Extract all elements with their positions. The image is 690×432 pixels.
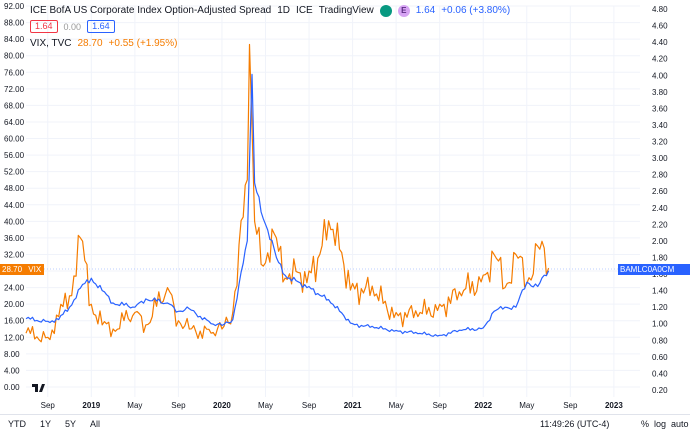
right-axis-tick: 2.00 bbox=[652, 237, 668, 246]
left-axis-tick: 72.00 bbox=[4, 85, 25, 94]
legend-exchange: ICE bbox=[296, 5, 313, 16]
time-axis-tick: 2022 bbox=[474, 401, 492, 410]
time-axis-tick: Sep bbox=[302, 401, 317, 410]
time-axis-tick: Sep bbox=[41, 401, 56, 410]
right-axis-tick: 1.80 bbox=[652, 253, 668, 262]
vix-legend-value: 28.70 bbox=[78, 38, 103, 49]
left-axis-tick: 76.00 bbox=[4, 68, 25, 77]
time-axis-tick: May bbox=[519, 401, 534, 410]
left-price-axis: 92.00 88.00 84.00 80.00 76.00 72.00 68.00 64.00… bbox=[4, 2, 25, 392]
tradingview-logo-icon bbox=[32, 384, 45, 392]
right-price-tag: BAMLC0A0CM 1.64 bbox=[618, 264, 690, 275]
right-axis-tick: 1.40 bbox=[652, 287, 668, 296]
earnings-e-icon[interactable]: E bbox=[398, 5, 410, 17]
right-axis-tick: 0.20 bbox=[652, 386, 668, 395]
oas-series-line bbox=[26, 74, 549, 336]
clock-timezone[interactable]: 11:49:26 (UTC-4) bbox=[540, 419, 609, 429]
right-tag-symbol: BAMLC0A0CM bbox=[620, 265, 674, 274]
right-axis-tick: 1.20 bbox=[652, 303, 668, 312]
left-axis-tick: 60.00 bbox=[4, 135, 25, 144]
right-axis-tick: 3.40 bbox=[652, 121, 668, 130]
chart-grid bbox=[26, 6, 640, 397]
left-axis-tick: 0.00 bbox=[4, 383, 20, 392]
series-path bbox=[26, 74, 549, 336]
percent-scale-toggle[interactable]: % bbox=[641, 419, 649, 429]
time-axis-tick: 2019 bbox=[82, 401, 100, 410]
range-5y-button[interactable]: 5Y bbox=[65, 419, 76, 429]
range-ytd-button[interactable]: YTD bbox=[8, 419, 26, 429]
right-axis-tick: 4.40 bbox=[652, 38, 668, 47]
right-axis-tick: 1.00 bbox=[652, 320, 668, 329]
left-axis-tick: 24.00 bbox=[4, 284, 25, 293]
right-axis-tick: 2.40 bbox=[652, 204, 668, 213]
left-axis-tick: 36.00 bbox=[4, 234, 25, 243]
right-axis-tick: 2.60 bbox=[652, 187, 668, 196]
left-axis-tick: 84.00 bbox=[4, 35, 25, 44]
left-tag-value: 28.70 bbox=[2, 265, 22, 274]
time-axis-tick: May bbox=[389, 401, 404, 410]
left-axis-tick: 64.00 bbox=[4, 118, 25, 127]
right-axis-tick: 0.40 bbox=[652, 369, 668, 378]
log-scale-toggle[interactable]: log bbox=[654, 419, 666, 429]
left-axis-tick: 8.00 bbox=[4, 350, 20, 359]
time-axis-tick: Sep bbox=[171, 401, 186, 410]
right-axis-tick: 4.60 bbox=[652, 22, 668, 31]
right-axis-tick: 3.60 bbox=[652, 104, 668, 113]
time-axis-tick: 2021 bbox=[344, 401, 362, 410]
range-1y-button[interactable]: 1Y bbox=[40, 419, 51, 429]
time-axis: Sep 2019 May Sep 2020 May Sep 2021 May Sep 2022 May… bbox=[41, 401, 624, 410]
time-axis-tick: 2023 bbox=[605, 401, 623, 410]
time-axis-tick: Sep bbox=[563, 401, 578, 410]
time-axis-tick: May bbox=[258, 401, 273, 410]
vix-legend-label[interactable]: VIX, TVC bbox=[30, 38, 72, 49]
bottom-toolbar: YTD 1Y 5Y All 11:49:26 (UTC-4) % log aut… bbox=[0, 414, 690, 432]
time-axis-tick: Sep bbox=[433, 401, 448, 410]
right-axis-tick: 0.60 bbox=[652, 353, 668, 362]
left-axis-tick: 32.00 bbox=[4, 250, 25, 259]
time-axis-tick: May bbox=[127, 401, 142, 410]
right-tag-value: 1.64 bbox=[624, 276, 640, 285]
right-axis-tick: 4.20 bbox=[652, 55, 668, 64]
left-axis-tick: 40.00 bbox=[4, 217, 25, 226]
left-axis-tick: 48.00 bbox=[4, 184, 25, 193]
auto-scale-toggle[interactable]: auto bbox=[671, 419, 689, 429]
legend-last-value: 1.64 bbox=[416, 5, 435, 16]
chart-legend: ICE BofA US Corporate Index Option-Adjus… bbox=[30, 4, 510, 50]
right-axis-tick: 2.20 bbox=[652, 220, 668, 229]
left-axis-tick: 52.00 bbox=[4, 168, 25, 177]
spread-value: 0.00 bbox=[64, 22, 82, 32]
left-axis-tick: 44.00 bbox=[4, 201, 25, 210]
legend-brand: TradingView bbox=[319, 5, 374, 16]
right-axis-tick: 4.80 bbox=[652, 5, 668, 14]
vix-legend-change: +0.55 (+1.95%) bbox=[109, 38, 178, 49]
left-axis-tick: 12.00 bbox=[4, 333, 25, 342]
right-axis-tick: 2.80 bbox=[652, 171, 668, 180]
right-axis-tick: 0.80 bbox=[652, 336, 668, 345]
left-axis-tick: 20.00 bbox=[4, 300, 25, 309]
right-axis-tick: 3.00 bbox=[652, 154, 668, 163]
left-axis-tick: 68.00 bbox=[4, 101, 25, 110]
left-axis-tick: 88.00 bbox=[4, 19, 25, 28]
right-axis-tick: 4.00 bbox=[652, 71, 668, 80]
bid-box[interactable]: 1.64 bbox=[30, 20, 58, 33]
ask-box[interactable]: 1.64 bbox=[87, 20, 115, 33]
market-status-icon[interactable] bbox=[380, 5, 392, 17]
left-axis-tick: 80.00 bbox=[4, 52, 25, 61]
left-price-tag: 28.70 VIX bbox=[0, 264, 44, 275]
left-axis-tick: 92.00 bbox=[4, 2, 25, 11]
right-price-axis: 4.80 4.60 4.40 4.20 4.00 3.80 3.60 3.40 3.20 3.00… bbox=[652, 5, 668, 395]
legend-change: +0.06 (+3.80%) bbox=[441, 5, 510, 16]
legend-title[interactable]: ICE BofA US Corporate Index Option-Adjus… bbox=[30, 5, 271, 16]
range-all-button[interactable]: All bbox=[90, 419, 100, 429]
right-axis-tick: 3.20 bbox=[652, 138, 668, 147]
legend-interval[interactable]: 1D bbox=[277, 5, 290, 16]
time-axis-tick: 2020 bbox=[213, 401, 231, 410]
left-axis-tick: 4.00 bbox=[4, 366, 20, 375]
left-axis-tick: 56.00 bbox=[4, 151, 25, 160]
left-axis-tick: 16.00 bbox=[4, 317, 25, 326]
right-axis-tick: 3.80 bbox=[652, 88, 668, 97]
left-tag-symbol: VIX bbox=[28, 265, 41, 274]
